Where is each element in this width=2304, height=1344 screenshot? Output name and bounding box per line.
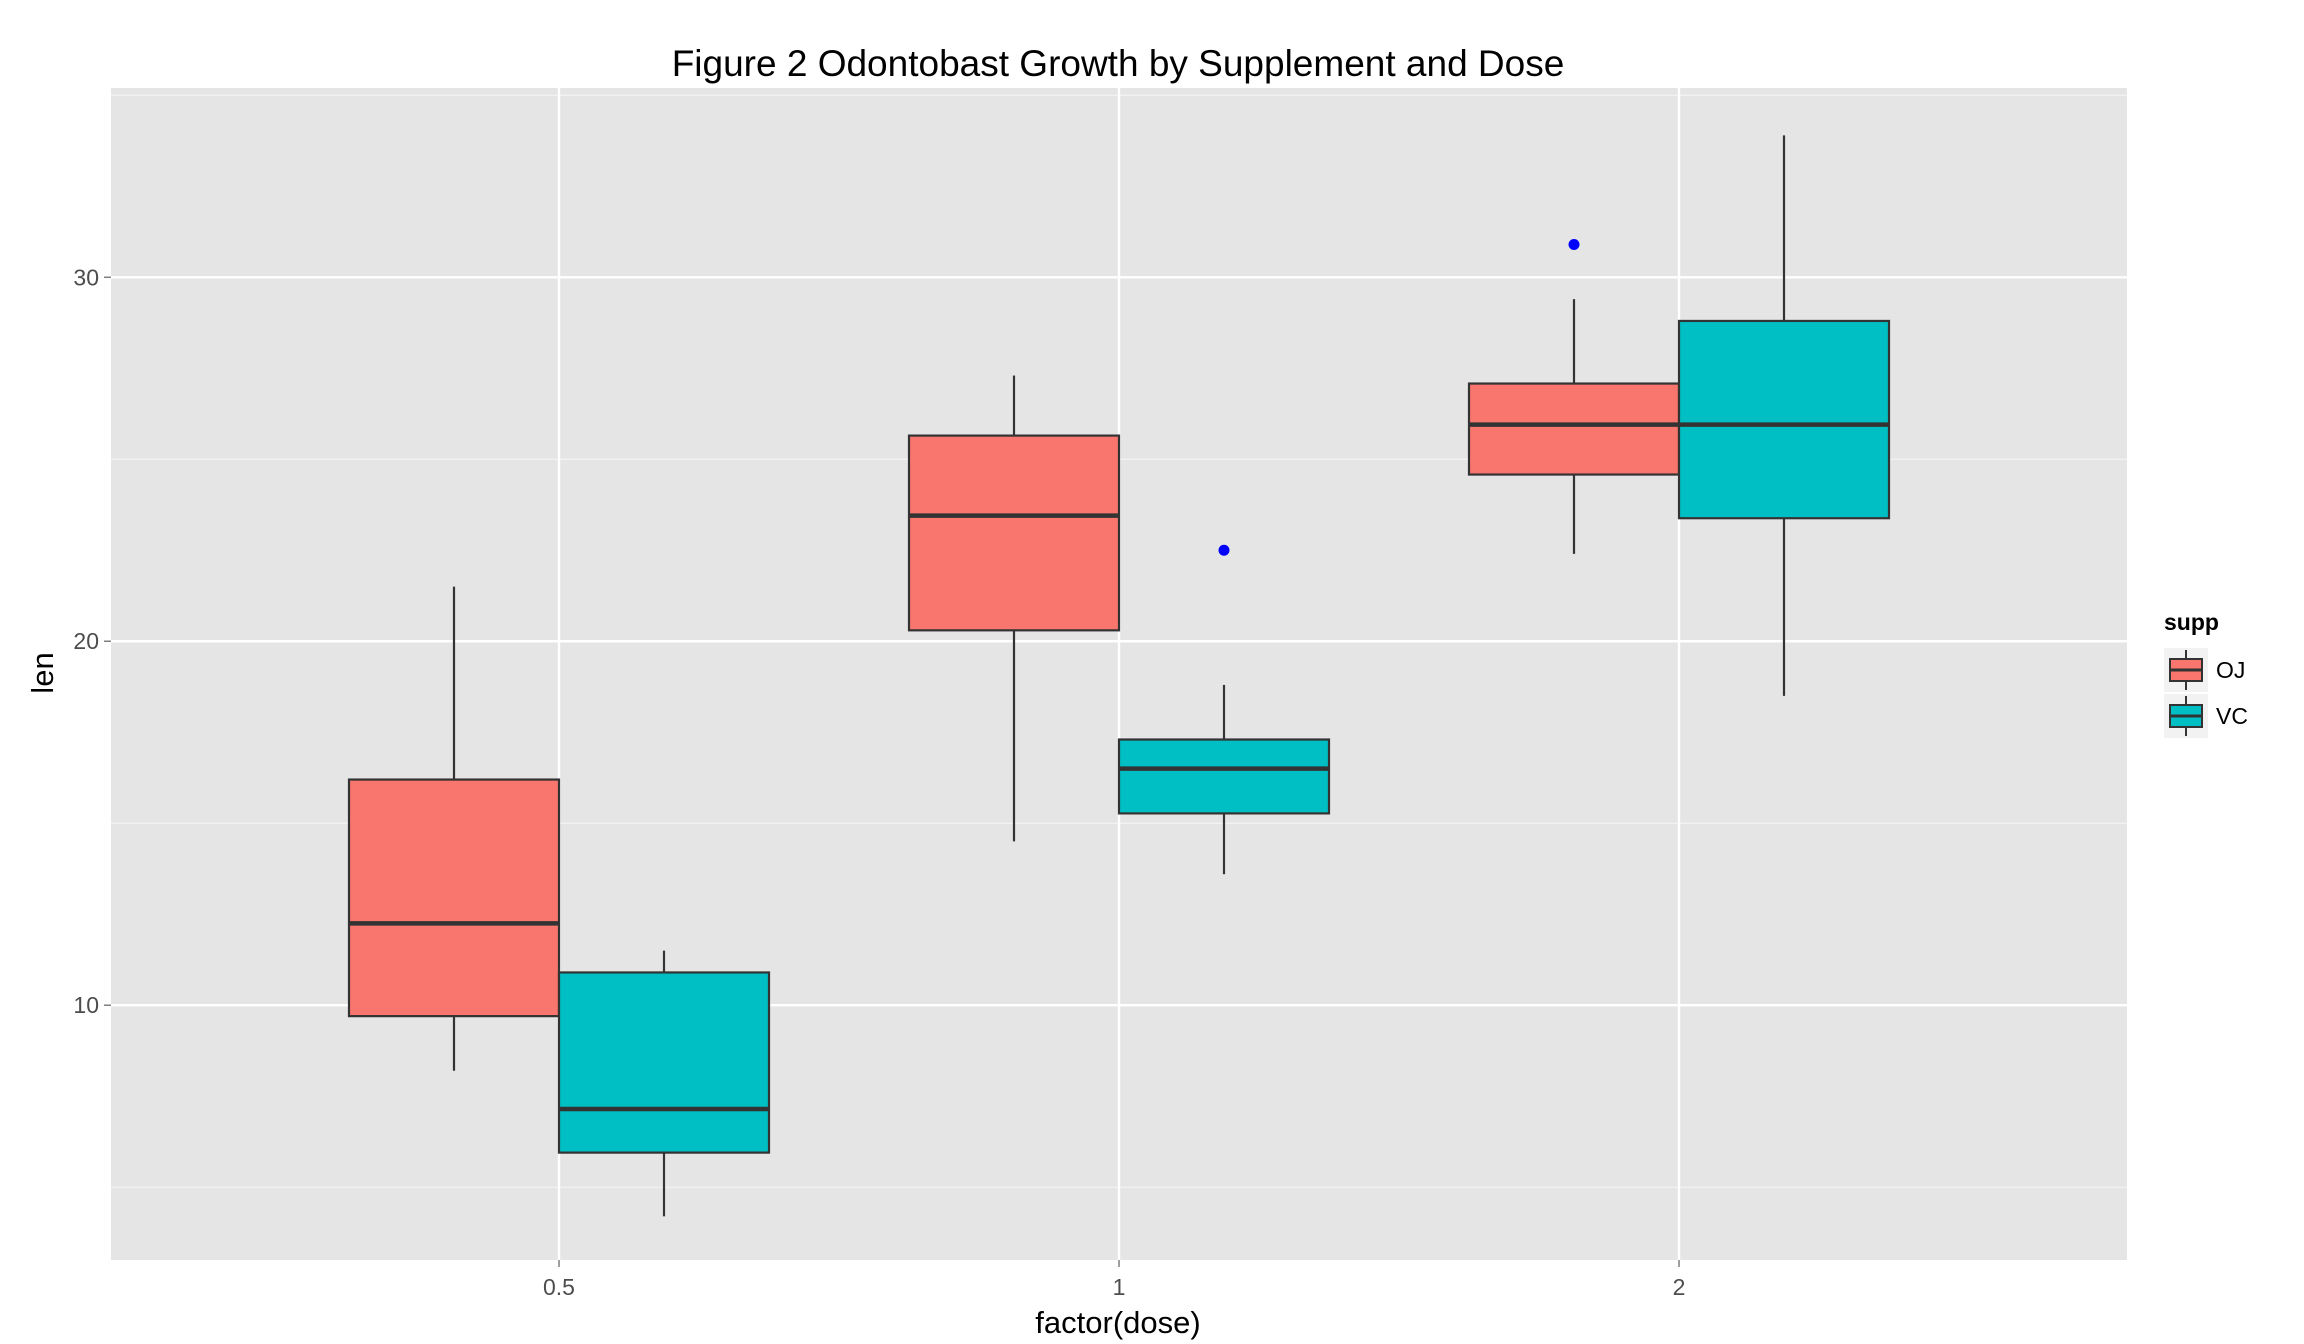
x-tick-label: 2 [1673, 1274, 1686, 1300]
y-tick-label: 10 [73, 992, 99, 1018]
box-vc-dose-1 [1117, 544, 1331, 875]
x-tick-label: 1 [1113, 1274, 1126, 1300]
box-iqr [557, 971, 771, 1154]
outlier-point [1568, 239, 1580, 251]
legend-title: supp [2164, 609, 2219, 635]
box-iqr [907, 434, 1121, 632]
legend-entry-vc: VC [2164, 694, 2248, 738]
box-oj-dose-2 [1467, 239, 1681, 554]
x-tick-label: 0.5 [543, 1274, 575, 1300]
legend-label: OJ [2216, 657, 2245, 683]
y-axis-title: len [25, 652, 60, 693]
box-vc-dose-2 [1677, 135, 1891, 696]
box-iqr [1117, 738, 1331, 815]
boxplots [347, 135, 1891, 1217]
y-tick-label: 30 [73, 264, 99, 290]
chart-title: Figure 2 Odontobast Growth by Supplement… [672, 43, 1565, 84]
box-vc-dose-0.5 [557, 950, 771, 1217]
outlier-point [1218, 544, 1230, 556]
legend: supp OJ VC [2164, 609, 2248, 738]
box-iqr [1677, 319, 1891, 520]
box-iqr [1467, 382, 1681, 476]
legend-entry-oj: OJ [2164, 648, 2245, 692]
axes: 10 20 30 0.5 1 2 [73, 264, 1685, 1300]
box-iqr [347, 778, 561, 1018]
box-oj-dose-0.5 [347, 586, 561, 1071]
y-tick-label: 20 [73, 628, 99, 654]
box-oj-dose-1 [907, 375, 1121, 842]
x-axis-title: factor(dose) [1035, 1305, 1200, 1340]
legend-label: VC [2216, 703, 2248, 729]
